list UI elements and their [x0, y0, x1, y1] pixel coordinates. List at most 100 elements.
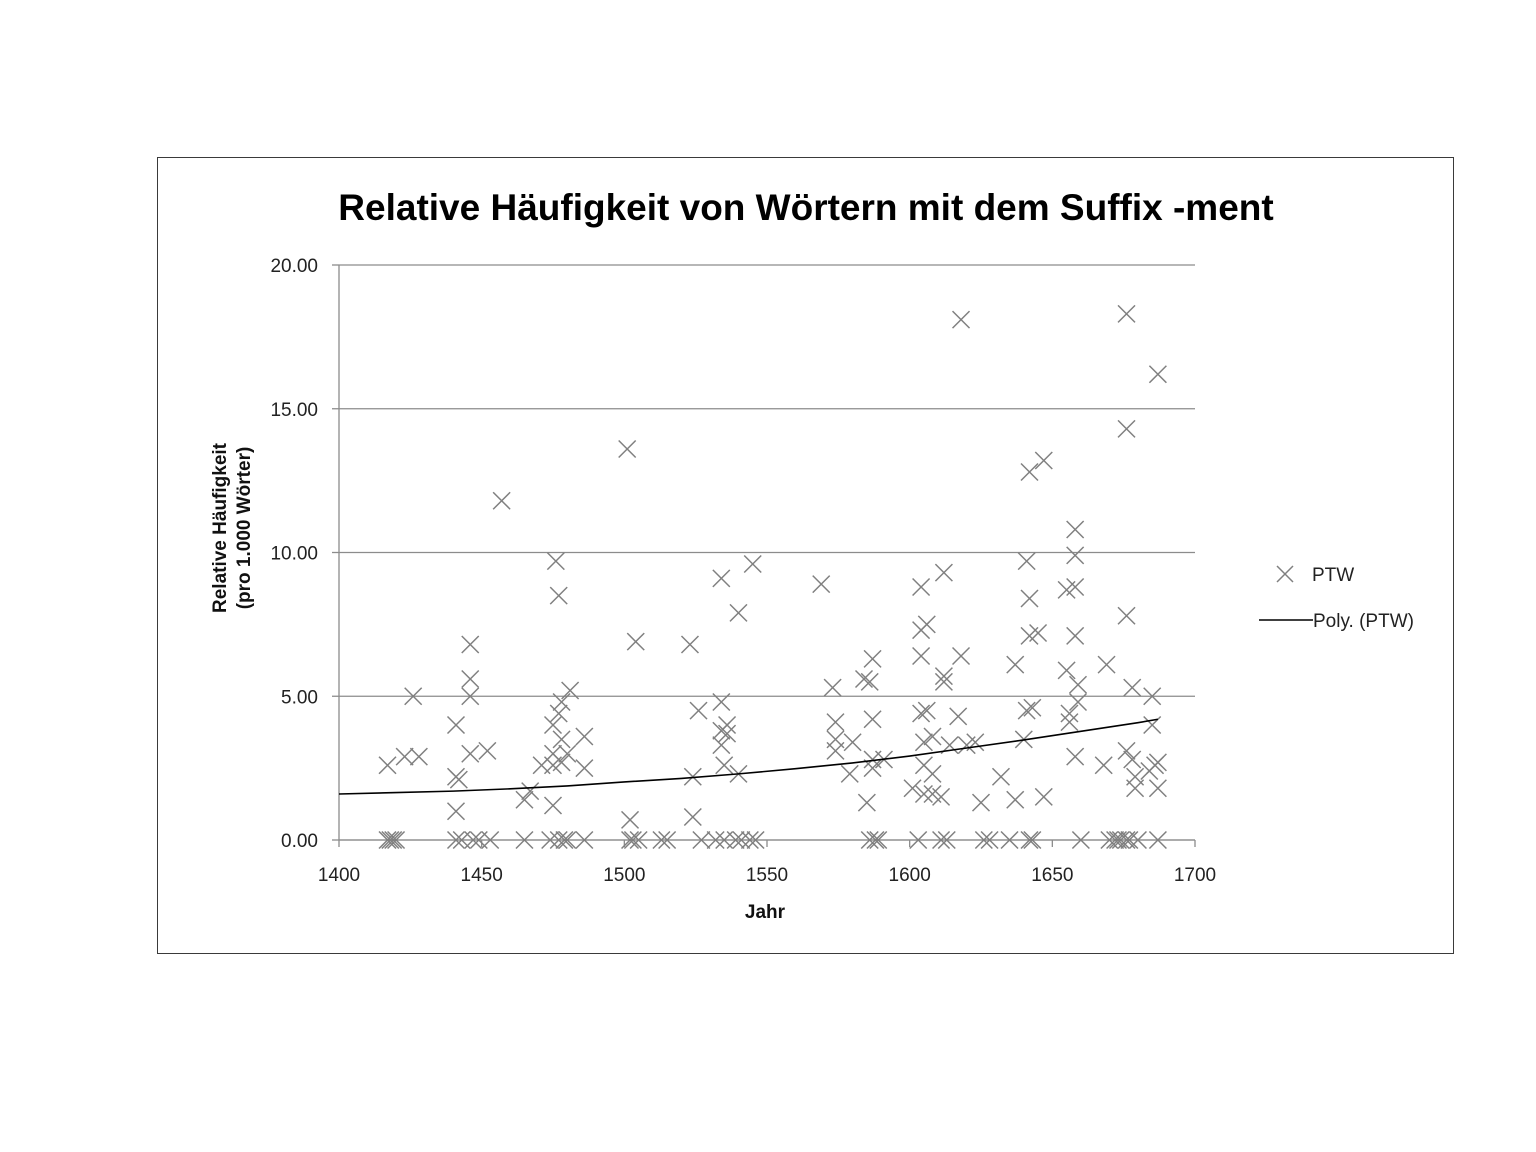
- data-point: [934, 563, 953, 582]
- data-point: [746, 830, 765, 850]
- data-point: [840, 764, 859, 783]
- data-point: [683, 767, 702, 786]
- data-point: [980, 830, 999, 850]
- data-point: [575, 727, 594, 746]
- ptw-points: [378, 304, 1167, 850]
- data-point: [1123, 678, 1142, 697]
- x-tick-label: 1650: [1031, 865, 1073, 886]
- data-point: [618, 439, 637, 459]
- data-point: [546, 552, 565, 571]
- data-point: [1148, 830, 1167, 850]
- data-point: [1094, 756, 1113, 775]
- data-point: [621, 830, 640, 850]
- y-tick-label: 10.00: [270, 544, 318, 565]
- data-point: [732, 830, 751, 850]
- data-point: [1060, 704, 1079, 723]
- data-point: [1068, 692, 1088, 712]
- x-tick-label: 1700: [1174, 865, 1216, 886]
- data-point: [575, 759, 594, 778]
- data-point: [912, 577, 931, 597]
- data-point: [549, 586, 568, 605]
- data-point: [860, 830, 879, 850]
- data-point: [404, 687, 423, 706]
- data-point: [521, 782, 540, 801]
- data-point: [932, 787, 951, 806]
- data-point: [706, 830, 725, 850]
- data-point: [914, 733, 933, 752]
- data-point: [743, 554, 762, 574]
- data-point: [549, 704, 568, 723]
- data-point: [461, 635, 480, 654]
- data-point: [1143, 687, 1162, 706]
- data-point: [552, 730, 571, 749]
- data-point: [575, 830, 594, 850]
- data-point: [1000, 830, 1019, 850]
- data-point: [826, 741, 845, 760]
- data-point: [923, 764, 942, 783]
- data-point: [381, 830, 400, 850]
- data-point: [971, 793, 991, 812]
- data-point: [729, 603, 748, 622]
- data-point: [1066, 520, 1085, 539]
- data-point: [740, 830, 759, 850]
- data-point: [860, 672, 879, 691]
- data-point: [812, 575, 831, 594]
- data-point: [914, 784, 933, 804]
- data-point: [623, 830, 642, 850]
- data-point: [1123, 750, 1142, 769]
- data-point: [464, 830, 483, 850]
- y-tick-label: 15.00: [270, 400, 318, 421]
- data-point: [515, 790, 534, 809]
- data-point: [712, 569, 731, 588]
- data-point: [395, 747, 414, 766]
- data-point: [1034, 451, 1053, 470]
- data-point: [991, 767, 1011, 786]
- data-point: [1057, 661, 1076, 680]
- y-axis-label-line-2: (pro 1.000 Wörter): [234, 447, 255, 610]
- y-tick-label: 0.00: [281, 831, 318, 852]
- data-point: [1148, 753, 1167, 772]
- x-tick-label: 1500: [603, 865, 645, 886]
- data-point: [951, 310, 971, 329]
- data-point: [1029, 623, 1048, 643]
- data-point: [461, 687, 480, 706]
- data-point: [558, 830, 577, 850]
- data-point: [951, 646, 971, 666]
- data-point: [561, 681, 580, 700]
- data-point: [515, 830, 534, 850]
- data-point: [917, 701, 936, 720]
- data-point: [726, 830, 745, 850]
- data-point: [384, 830, 403, 850]
- data-point: [1120, 830, 1139, 850]
- data-point: [1066, 577, 1085, 597]
- data-point: [409, 747, 428, 766]
- data-point: [658, 830, 677, 850]
- data-point: [1117, 419, 1136, 438]
- data-point: [923, 727, 942, 746]
- data-point: [903, 779, 922, 798]
- data-point: [854, 669, 874, 689]
- poly-trendline: [338, 718, 1159, 795]
- data-point: [683, 807, 702, 827]
- data-point: [712, 736, 731, 755]
- data-point: [1097, 655, 1116, 674]
- data-point: [492, 491, 511, 510]
- data-point: [555, 830, 574, 850]
- data-point: [558, 744, 577, 763]
- data-point: [863, 759, 882, 778]
- x-tick-labels: 1400 1450 1500 1550 1600 1650 1700: [318, 865, 1216, 886]
- data-point: [1017, 552, 1036, 571]
- data-point: [823, 678, 842, 697]
- data-point: [652, 830, 671, 850]
- data-point: [1071, 830, 1090, 850]
- data-point: [552, 692, 571, 712]
- data-point: [1126, 779, 1145, 798]
- y-tick-labels: 0.00 5.00 10.00 15.00 20.00: [270, 256, 318, 852]
- data-point: [718, 715, 737, 735]
- legend-label-poly: Poly. (PTW): [1313, 611, 1414, 632]
- data-point: [541, 830, 560, 850]
- data-point: [718, 724, 737, 743]
- data-point: [621, 810, 640, 829]
- data-point: [446, 715, 466, 735]
- y-axis-label-line-1: Relative Häufigkeit: [210, 442, 231, 613]
